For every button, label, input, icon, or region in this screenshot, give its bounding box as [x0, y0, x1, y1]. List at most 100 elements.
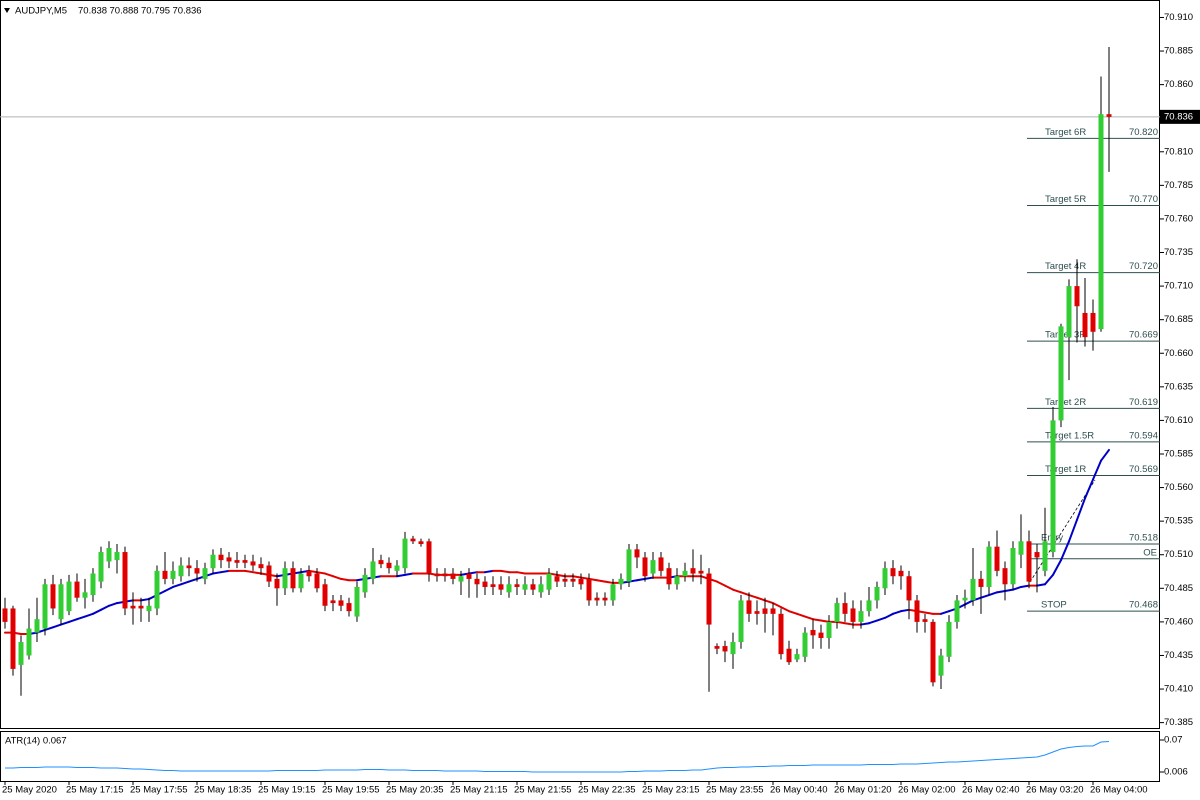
y-tick-label: 70.910 — [1164, 12, 1193, 23]
atr-line — [5, 741, 1110, 773]
ma-segment — [212, 571, 222, 575]
candle-body — [138, 605, 144, 609]
y-tick-label: 70.385 — [1164, 717, 1193, 728]
ma-segment — [988, 591, 998, 597]
candle-body — [690, 568, 696, 574]
candle-body — [642, 557, 648, 577]
candle-body — [178, 565, 184, 577]
ma-segment — [68, 618, 78, 623]
x-tick-label: 25 May 21:55 — [514, 785, 572, 796]
level-value: 70.569 — [1129, 464, 1158, 475]
candle-body — [626, 549, 632, 582]
candle-body — [762, 608, 768, 614]
x-tick-label: 26 May 03:20 — [1026, 785, 1084, 796]
ma-segment — [220, 569, 230, 574]
candle-body — [298, 573, 304, 589]
candle-body — [402, 538, 408, 569]
ma-segment — [92, 608, 102, 615]
ma-segment — [644, 576, 654, 580]
level-name: Target 4R — [1045, 261, 1086, 272]
candle-body — [538, 584, 544, 593]
candle-body — [266, 565, 272, 582]
ma-segment — [468, 571, 478, 575]
candle-body — [314, 573, 320, 589]
level-name: Target 3R — [1045, 330, 1086, 341]
x-tick-label: 26 May 00:40 — [770, 785, 828, 796]
ma-segment — [316, 571, 326, 575]
ma-segment — [1100, 448, 1110, 462]
ma-segment — [836, 620, 846, 625]
candle-body — [898, 570, 904, 577]
candle-body — [1058, 326, 1064, 421]
candle-body — [1074, 286, 1080, 307]
ma-segment — [820, 619, 830, 623]
candle-body — [946, 621, 952, 657]
candle-body — [98, 552, 104, 582]
x-tick-label: 26 May 02:00 — [898, 785, 956, 796]
ma-segment — [140, 598, 150, 602]
candle-body — [306, 570, 312, 577]
candle-body — [682, 570, 688, 577]
candle-body — [594, 597, 600, 601]
ma-segment — [108, 602, 118, 607]
candle-body — [570, 578, 576, 582]
candle-body — [738, 600, 744, 643]
ma-segment — [1020, 584, 1030, 588]
x-tick-label: 26 May 02:40 — [962, 785, 1020, 796]
candle-body — [322, 584, 328, 606]
candle-body — [10, 608, 16, 669]
candle-body — [426, 541, 432, 574]
candle-body — [338, 600, 344, 606]
ma-segment — [1012, 585, 1022, 591]
x-tick-label: 25 May 22:35 — [578, 785, 636, 796]
ma-segment — [788, 610, 798, 615]
candle-body — [514, 584, 520, 587]
y-tick-label: 70.685 — [1164, 314, 1193, 325]
trade-arrow — [1029, 479, 1096, 583]
y-tick-label: 70.635 — [1164, 381, 1193, 392]
current-price-box — [1160, 109, 1200, 124]
y-tick-label: 70.560 — [1164, 482, 1193, 493]
candle-body — [170, 570, 176, 579]
y-tick-label: 70.435 — [1164, 650, 1193, 661]
level-value: 70.594 — [1129, 430, 1158, 441]
candle-body — [346, 603, 352, 612]
candle-body — [818, 632, 824, 639]
ma-segment — [244, 569, 254, 574]
atr-panel-border — [0, 731, 1160, 782]
level-name: Target 5R — [1045, 194, 1086, 205]
candle-body — [370, 561, 376, 579]
candle-body — [834, 603, 840, 622]
y-tick-label: 70.860 — [1164, 79, 1193, 90]
ohlc-value: 70.795 — [141, 6, 170, 17]
ma-segment — [732, 588, 742, 594]
y-tick-label: 70.885 — [1164, 46, 1193, 57]
candle-body — [930, 621, 936, 683]
ma-segment — [44, 626, 54, 631]
candle-body — [74, 581, 80, 598]
candle-body — [34, 619, 40, 633]
level-value: 70.669 — [1129, 330, 1158, 341]
ma-segment — [604, 580, 614, 584]
candle-body — [778, 613, 784, 655]
ma-segment — [180, 580, 190, 586]
ma-segment — [1004, 588, 1014, 592]
menu-triangle — [4, 8, 10, 13]
candle-body — [330, 600, 336, 604]
ma-segment — [900, 608, 910, 613]
candle-body — [506, 584, 512, 593]
candle-body — [706, 573, 712, 625]
candle-body — [906, 576, 912, 601]
candle-body — [474, 578, 480, 585]
y-tick-label: 70.510 — [1164, 549, 1193, 560]
ma-segment — [860, 622, 870, 626]
candle-body — [562, 578, 568, 582]
candle-body — [18, 642, 24, 665]
ma-segment — [724, 584, 734, 591]
candle-body — [746, 600, 752, 614]
candle-body — [162, 570, 168, 579]
ma-segment — [172, 583, 182, 588]
level-value: 70.468 — [1129, 600, 1158, 611]
ma-segment — [884, 612, 894, 619]
